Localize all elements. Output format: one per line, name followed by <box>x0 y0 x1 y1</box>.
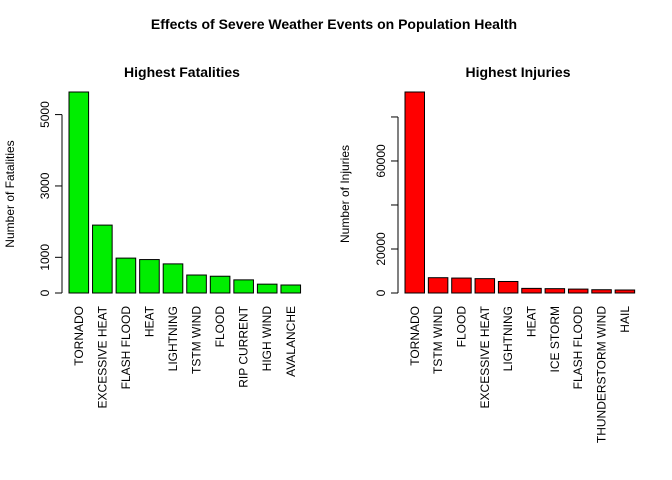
injuries-y-tick-label: 0 <box>374 289 388 296</box>
fatalities-bar <box>280 284 302 294</box>
injuries-bar <box>591 289 612 294</box>
fatalities-bar <box>139 259 160 294</box>
injuries-bars <box>404 91 636 294</box>
fatalities-category-label: TORNADO <box>72 306 86 366</box>
injuries-bar <box>567 288 589 294</box>
fatalities-panel: Highest Fatalities Number of Fatalities … <box>3 64 302 408</box>
fatalities-bar <box>209 275 231 294</box>
injuries-category-label: TORNADO <box>408 306 422 366</box>
fatalities-category-label: AVALANCHE <box>284 306 298 377</box>
injuries-bar <box>451 277 472 294</box>
fatalities-category-label: HIGH WIND <box>260 306 274 372</box>
fatalities-panel-title: Highest Fatalities <box>124 64 240 80</box>
injuries-panel: Highest Injuries Number of Injuries 0 200… <box>338 64 636 443</box>
injuries-bar <box>427 277 449 294</box>
fatalities-y-axis: 0 1000 3000 5000 <box>38 101 63 296</box>
fatalities-y-tick-label: 0 <box>38 289 52 296</box>
injuries-category-label: HEAT <box>525 305 539 337</box>
fatalities-bar <box>68 91 90 294</box>
fatalities-bar <box>115 257 137 294</box>
injuries-category-label: THUNDERSTORM WIND <box>595 306 609 443</box>
fatalities-bar <box>186 274 207 294</box>
injuries-bar <box>474 278 496 294</box>
injuries-category-label: ICE STORM <box>548 306 562 372</box>
injuries-bar <box>404 91 425 294</box>
fatalities-category-label: FLASH FLOOD <box>119 306 133 390</box>
fatalities-bars <box>68 91 302 294</box>
injuries-y-axis: 0 20000 60000 <box>374 116 399 296</box>
injuries-y-axis-label: Number of Injuries <box>338 145 352 243</box>
fatalities-category-label: RIP CURRENT <box>237 305 251 387</box>
injuries-category-labels: TORNADO TSTM WIND FLOOD EXCESSIVE HEAT LIGHT… <box>408 305 632 443</box>
fatalities-category-label: TSTM WIND <box>190 306 204 374</box>
fatalities-bar <box>256 283 278 294</box>
fatalities-y-tick-label: 5000 <box>38 101 52 128</box>
injuries-panel-title: Highest Injuries <box>465 64 570 80</box>
injuries-bar <box>521 287 542 294</box>
injuries-category-label: HAIL <box>618 306 632 333</box>
fatalities-bar <box>233 279 254 294</box>
injuries-category-label: EXCESSIVE HEAT <box>478 305 492 408</box>
injuries-bar <box>497 280 519 294</box>
fatalities-bar <box>92 224 113 294</box>
injuries-category-label: TSTM WIND <box>431 306 445 374</box>
injuries-category-label: FLOOD <box>454 306 468 348</box>
fatalities-y-axis-label: Number of Fatalities <box>3 140 17 247</box>
fatalities-category-label: LIGHTNING <box>166 306 180 371</box>
fatalities-bar <box>162 263 184 294</box>
injuries-bar <box>544 288 566 294</box>
fatalities-y-tick-label: 3000 <box>38 172 52 199</box>
fatalities-category-label: FLOOD <box>213 306 227 348</box>
injuries-y-tick-label: 60000 <box>374 144 388 178</box>
fatalities-category-labels: TORNADO EXCESSIVE HEAT FLASH FLOOD HEAT LIGH… <box>72 305 298 408</box>
fatalities-category-label: HEAT <box>142 305 156 337</box>
injuries-bar <box>614 289 636 294</box>
fatalities-y-tick-label: 1000 <box>38 244 52 271</box>
injuries-y-tick-label: 20000 <box>374 232 388 266</box>
figure-title: Effects of Severe Weather Events on Popu… <box>151 16 517 32</box>
injuries-category-label: FLASH FLOOD <box>571 306 585 390</box>
injuries-category-label: LIGHTNING <box>501 306 515 371</box>
fatalities-category-label: EXCESSIVE HEAT <box>95 305 109 408</box>
